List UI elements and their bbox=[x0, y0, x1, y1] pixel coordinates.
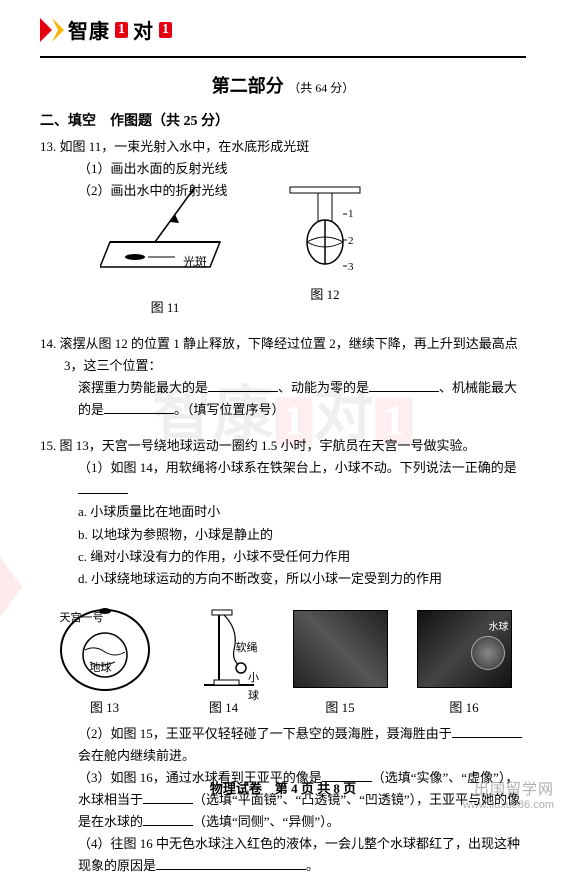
q15-p1: （1）如图 14，用软绳将小球系在铁架台上，小球不动。下列说法一正确的是 bbox=[40, 457, 526, 501]
blank bbox=[452, 725, 522, 738]
q15-opt-c: c. 绳对小球没有力的作用，小球不受任何力作用 bbox=[40, 546, 526, 568]
q14-line2: 滚摆重力势能最大的是 、动能为零的是 、机械能最大 bbox=[40, 377, 526, 399]
brand-badge-2: 1 bbox=[159, 22, 172, 38]
q15-stem: 15. 图 13，天宫一号绕地球运动一圈约 1.5 小时，宇航员在天宫一号做实验… bbox=[40, 435, 526, 457]
figure-12: 1 2 3 图 12 bbox=[280, 182, 370, 318]
section-title: 二、填空 作图题（共 25 分） bbox=[40, 110, 526, 130]
q15-p2b: 会在舱内继续前进。 bbox=[78, 748, 195, 763]
q15-p2a: （2）如图 15，王亚平仅轻轻碰了一下悬空的聂海胜，聂海胜由于 bbox=[78, 726, 452, 741]
fig13-earth: 地球 bbox=[90, 659, 112, 678]
decor-triangle bbox=[0, 557, 22, 617]
brand-name: 智康 bbox=[68, 15, 110, 44]
brand-badge-1: 1 bbox=[115, 22, 128, 38]
q13-sub1: （1）画出水面的反射光线 bbox=[40, 158, 526, 180]
part-title: 第二部分 （共 64 分） bbox=[40, 72, 526, 98]
q14-t4: 的是 bbox=[78, 402, 104, 417]
question-13: 13. 如图 11，一束光射入水中，在水底形成光斑 （1）画出水面的反射光线 （… bbox=[40, 136, 526, 319]
blank bbox=[156, 857, 306, 870]
q14-t5: 。（填写位置序号） bbox=[174, 402, 285, 417]
blank bbox=[322, 769, 372, 782]
q15-p3a: （3）如图 16，通过水球看到王亚平的像是 bbox=[78, 770, 322, 785]
question-15: 15. 图 13，天宫一号绕地球运动一圈约 1.5 小时，宇航员在天宫一号做实验… bbox=[40, 435, 526, 877]
part-title-text: 第二部分 bbox=[212, 76, 284, 96]
q15-p3: （3）如图 16，通过水球看到王亚平的像是（选填“实像”、“虚像”），水球相当于… bbox=[40, 767, 526, 833]
blank bbox=[78, 481, 128, 494]
fig11-spot-label: 光斑 bbox=[183, 255, 207, 269]
fig13-label: 图 13 bbox=[55, 697, 155, 719]
figure-13: 天宫一号 地球 图 13 bbox=[55, 600, 155, 719]
blank bbox=[143, 813, 193, 826]
fig11-label: 图 11 bbox=[100, 297, 230, 319]
svg-text:3: 3 bbox=[348, 261, 354, 273]
part-subtitle: （共 64 分） bbox=[288, 81, 354, 95]
q14-t1: 滚摆重力势能最大的是 bbox=[78, 380, 208, 395]
q15-p4b: 。 bbox=[306, 858, 319, 873]
q14-line3: 的是 。（填写位置序号） bbox=[40, 399, 526, 421]
divider bbox=[40, 56, 526, 58]
figure-11: 光斑 图 11 bbox=[100, 182, 230, 318]
blank bbox=[208, 379, 278, 392]
fig13-tiangong: 天宫一号 bbox=[60, 609, 104, 628]
q14-t3: 、机械能最大 bbox=[439, 380, 517, 395]
q13-stem: 13. 如图 11，一束光射入水中，在水底形成光斑 bbox=[40, 136, 526, 158]
fig14-rope: 软绳 bbox=[236, 639, 258, 658]
svg-text:1: 1 bbox=[348, 208, 354, 220]
brand-bar: 智康 1 对 1 bbox=[40, 15, 526, 44]
q15-p1-text: （1）如图 14，用软绳将小球系在铁架台上，小球不动。下列说法一正确的是 bbox=[78, 460, 517, 475]
q15-opt-b: b. 以地球为参照物，小球是静止的 bbox=[40, 524, 526, 546]
logo-icon bbox=[40, 18, 64, 42]
svg-text:2: 2 bbox=[348, 235, 354, 247]
fig15-label: 图 15 bbox=[293, 697, 388, 719]
figure-16: 水球 图 16 bbox=[417, 610, 512, 718]
blank bbox=[104, 401, 174, 414]
figure-14: 软绳 小球 图 14 bbox=[184, 600, 264, 719]
blank bbox=[369, 379, 439, 392]
q15-p2: （2）如图 15，王亚平仅轻轻碰了一下悬空的聂海胜，聂海胜由于会在舱内继续前进。 bbox=[40, 723, 526, 767]
q15-opt-a: a. 小球质量比在地面时小 bbox=[40, 501, 526, 523]
q14-stem: 14. 滚摆从图 12 的位置 1 静止释放，下降经过位置 2，继续下降，再上升… bbox=[40, 333, 526, 377]
fig16-ball: 水球 bbox=[489, 619, 509, 636]
q15-p4: （4）往图 16 中无色水球注入红色的液体，一会儿整个水球都红了，出现这种现象的… bbox=[40, 833, 526, 877]
fig12-label: 图 12 bbox=[280, 284, 370, 306]
fig14-ball: 小球 bbox=[244, 669, 264, 706]
q15-opt-d: d. 小球绕地球运动的方向不断改变，所以小球一定受到力的作用 bbox=[40, 568, 526, 590]
blank bbox=[143, 791, 193, 804]
figure-15: 图 15 bbox=[293, 610, 388, 718]
q14-t2: 、动能为零的是 bbox=[278, 380, 369, 395]
question-14: 14. 滚摆从图 12 的位置 1 静止释放，下降经过位置 2，继续下降，再上升… bbox=[40, 333, 526, 421]
fig16-label: 图 16 bbox=[417, 697, 512, 719]
brand-mid: 对 bbox=[133, 15, 154, 44]
